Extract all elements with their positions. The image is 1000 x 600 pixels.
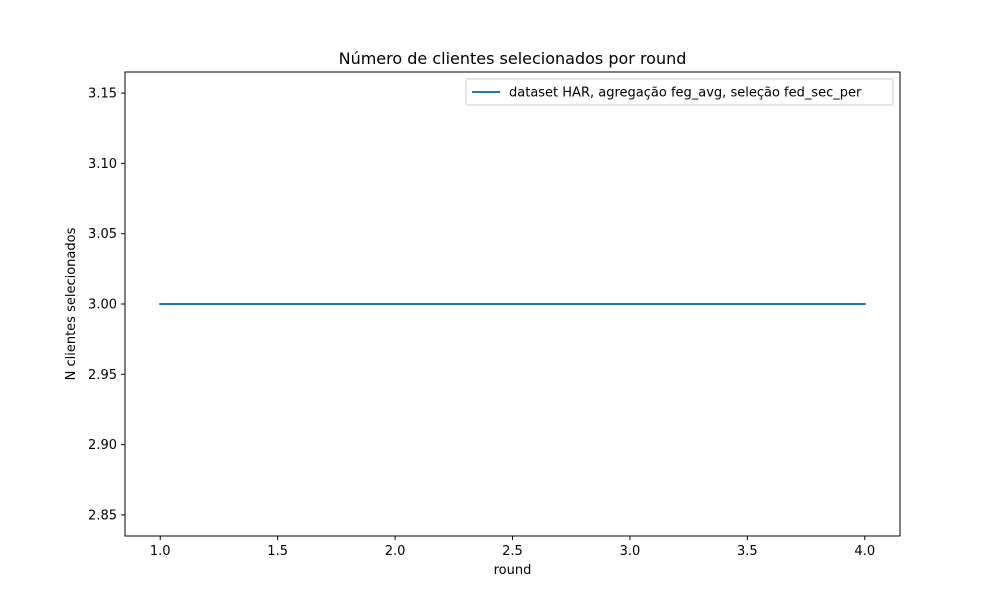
- x-tick-label: 3.0: [620, 544, 641, 559]
- x-tick-label: 1.5: [267, 544, 288, 559]
- legend: dataset HAR, agregação feg_avg, seleção …: [465, 78, 894, 106]
- y-tick-label: 3.00: [88, 298, 117, 313]
- y-tick-label: 3.05: [88, 227, 117, 242]
- x-tick-label: 2.5: [502, 544, 523, 559]
- chart-title: Número de clientes selecionados por roun…: [339, 49, 687, 68]
- y-axis-label: N clientes selecionados: [64, 227, 79, 380]
- plot-area-frame: [124, 71, 901, 537]
- legend-label: dataset HAR, agregação feg_avg, seleção …: [509, 86, 862, 101]
- x-axis-label: round: [494, 563, 532, 578]
- y-axis-ticks: 2.85 2.90 2.95 3.00 3.05 3.10 3.15: [88, 87, 125, 523]
- x-tick-label: 3.5: [737, 544, 758, 559]
- x-axis-ticks: 1.0 1.5 2.0 2.5 3.0 3.5 4.0: [150, 536, 875, 559]
- x-tick-label: 4.0: [854, 544, 875, 559]
- x-tick-label: 1.0: [150, 544, 171, 559]
- x-tick-label: 2.0: [385, 544, 406, 559]
- y-tick-label: 3.10: [88, 157, 117, 172]
- y-tick-label: 2.85: [88, 508, 117, 523]
- legend-box: [465, 78, 894, 106]
- y-tick-label: 2.90: [88, 438, 117, 453]
- y-tick-label: 3.15: [88, 87, 117, 102]
- y-tick-label: 2.95: [88, 368, 117, 383]
